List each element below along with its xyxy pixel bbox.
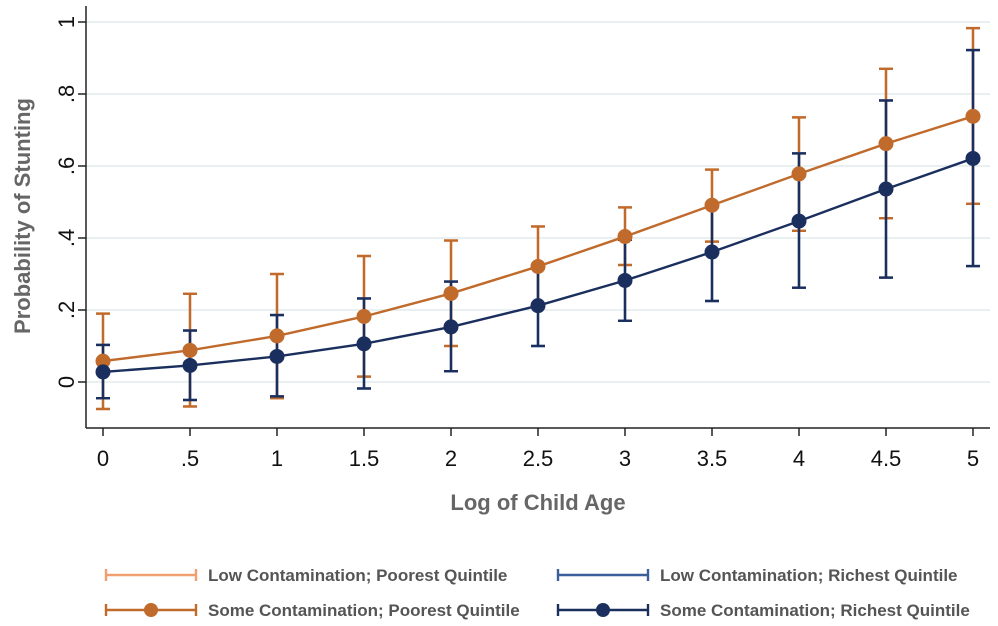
x-tick-label: 2.5 <box>523 446 554 471</box>
x-tick-label: 1 <box>271 446 283 471</box>
y-tick-label: 1 <box>54 16 79 28</box>
legend-item: Low Contamination; Richest Quintile <box>556 566 958 585</box>
data-point <box>182 342 198 358</box>
x-tick-label: 0 <box>97 446 109 471</box>
data-point <box>356 336 372 352</box>
data-point <box>704 244 720 260</box>
y-tick-label: .6 <box>54 157 79 175</box>
data-point <box>965 108 981 124</box>
series-1 <box>96 26 980 411</box>
data-point <box>965 150 981 166</box>
x-tick-label: 1.5 <box>349 446 380 471</box>
data-point <box>182 357 198 373</box>
legend-swatch-marker <box>596 603 610 617</box>
series-line-4 <box>95 150 981 380</box>
data-point <box>878 181 894 197</box>
x-tick-label: .5 <box>181 446 199 471</box>
x-tick-label: 4 <box>793 446 805 471</box>
legend: Low Contamination; Poorest Quintile Low C… <box>104 566 970 620</box>
data-point <box>269 328 285 344</box>
legend-item: Some Contamination; Richest Quintile <box>556 601 970 620</box>
axes <box>78 6 990 436</box>
y-axis-title: Probability of Stunting <box>10 98 35 334</box>
data-point <box>704 197 720 213</box>
x-tick-label: 5 <box>967 446 979 471</box>
data-point <box>791 166 807 182</box>
x-tick-label: 4.5 <box>871 446 902 471</box>
data-point <box>443 319 459 335</box>
data-point <box>269 348 285 364</box>
y-tick-label: .8 <box>54 85 79 103</box>
y-tick-label: .2 <box>54 301 79 319</box>
data-point <box>95 353 111 369</box>
data-point <box>791 213 807 229</box>
data-point <box>878 136 894 152</box>
x-tick-label: 3.5 <box>697 446 728 471</box>
x-axis-title: Log of Child Age <box>450 490 625 515</box>
tick-labels: 0 .2 .4 .6 .8 1 0 .5 1 1.5 2 2.5 3 3.5 4 4.5 5 <box>54 16 979 471</box>
data-point <box>617 272 633 288</box>
legend-label: Low Contamination; Richest Quintile <box>660 566 958 585</box>
y-tick-label: .4 <box>54 229 79 247</box>
series-2 <box>96 48 980 402</box>
data-point <box>530 258 546 274</box>
data-point <box>356 308 372 324</box>
x-tick-label: 3 <box>619 446 631 471</box>
series-line-3 <box>95 108 981 369</box>
data-point <box>617 229 633 245</box>
series-3 <box>96 26 980 411</box>
data-point <box>95 364 111 380</box>
y-tick-label: 0 <box>54 376 79 388</box>
legend-item: Some Contamination; Poorest Quintile <box>104 601 520 620</box>
legend-label: Some Contamination; Poorest Quintile <box>208 601 520 620</box>
data-point <box>443 285 459 301</box>
series-group <box>95 26 981 411</box>
legend-item: Low Contamination; Poorest Quintile <box>104 566 507 585</box>
data-point <box>530 298 546 314</box>
series-4 <box>96 48 980 402</box>
x-tick-label: 2 <box>445 446 457 471</box>
legend-label: Low Contamination; Poorest Quintile <box>208 566 507 585</box>
legend-label: Some Contamination; Richest Quintile <box>660 601 970 620</box>
legend-swatch-marker <box>144 603 158 617</box>
